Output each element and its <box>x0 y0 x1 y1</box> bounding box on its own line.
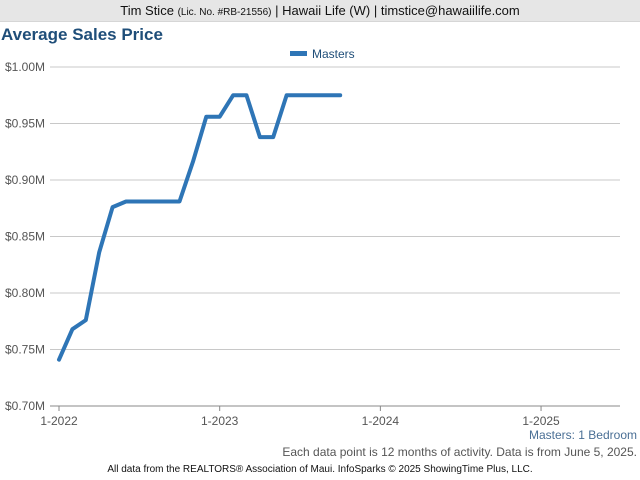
y-tick-label: $0.95M <box>5 117 45 131</box>
legend: Masters <box>290 47 355 61</box>
data-note: Each data point is 12 months of activity… <box>282 445 637 459</box>
gridlines <box>50 66 620 407</box>
x-tick-label: 1-2025 <box>522 414 560 428</box>
y-tick-label: $0.85M <box>5 230 45 244</box>
x-tick-label: 1-2022 <box>40 414 78 428</box>
chart-title: Average Sales Price <box>1 25 163 44</box>
y-tick-label: $0.75M <box>5 343 45 357</box>
y-tick-label: $0.90M <box>5 173 45 187</box>
license-number: (Lic. No. #RB-21556) <box>177 7 272 18</box>
header-bar: Tim Stice (Lic. No. #RB-21556) | Hawaii … <box>0 0 640 22</box>
agency-contact: | Hawaii Life (W) | timstice@hawaiilife.… <box>275 3 520 18</box>
agent-name: Tim Stice <box>120 3 174 18</box>
y-tick-label: $0.80M <box>5 286 45 300</box>
y-tick-label: $1.00M <box>5 60 45 74</box>
legend-swatch <box>290 51 307 56</box>
y-axis-ticks: $0.70M $0.75M $0.80M $0.85M $0.90M $0.95M $1.0… <box>5 60 45 413</box>
series-line-masters <box>57 93 343 362</box>
subset-label: Masters: 1 Bedroom <box>528 428 637 442</box>
y-tick-label: $0.70M <box>5 399 45 413</box>
x-tick-label: 1-2024 <box>362 414 400 428</box>
legend-label: Masters <box>312 47 355 61</box>
series-layer <box>57 93 343 362</box>
footer-credit: All data from the REALTORS® Association … <box>107 464 533 475</box>
x-tick-label: 1-2023 <box>201 414 239 428</box>
x-axis: 1-2022 1-2023 1-2024 1-2025 <box>40 406 560 428</box>
